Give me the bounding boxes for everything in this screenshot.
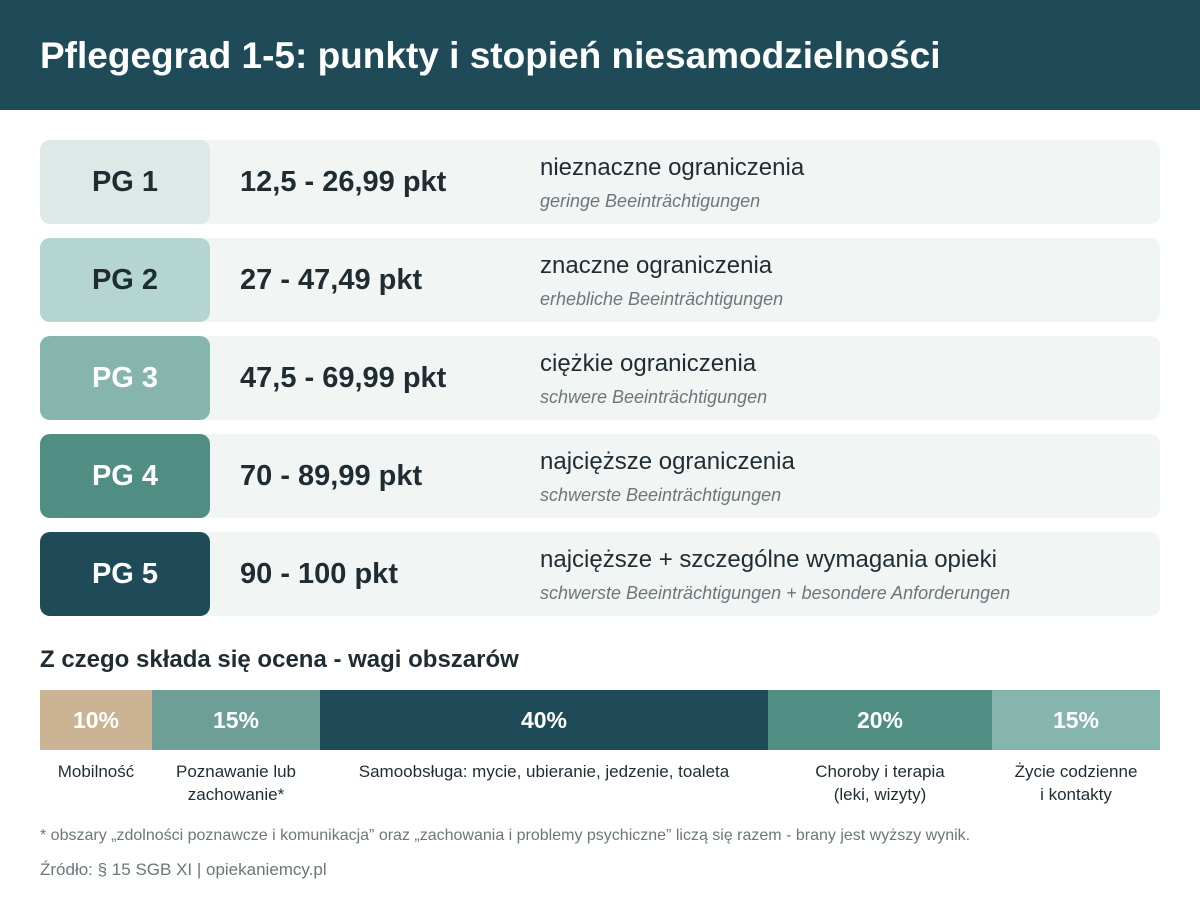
- weight-segment: 10%: [40, 690, 152, 750]
- grade-description-pl: najcięższe ograniczenia: [540, 448, 795, 475]
- weight-segment: 40%: [320, 690, 768, 750]
- grade-description-de: schwere Beeinträchtigungen: [540, 387, 768, 407]
- grade-points: 47,5 - 69,99 pkt: [240, 362, 447, 394]
- weight-segment-label: Poznawanie lub zachowanie*: [36, 760, 436, 806]
- grade-badge: PG 4: [40, 434, 210, 518]
- grade-points: 27 - 47,49 pkt: [240, 264, 423, 296]
- weight-segment-label-line: Mobilność: [57, 762, 135, 781]
- weight-segment-label: Choroby i terapia (leki, wizyty): [680, 760, 1080, 806]
- grade-badge: PG 2: [40, 238, 210, 322]
- weight-segment-label: Samoobsługa: mycie, ubieranie, jedzenie,…: [344, 760, 744, 783]
- page-title: Pflegegrad 1-5: punkty i stopień niesamo…: [40, 35, 941, 76]
- weight-segment-label-line: Poznawanie lub: [175, 762, 297, 781]
- grade-points: 70 - 89,99 pkt: [240, 460, 423, 492]
- weights-bar: 10% 15% 40% 20% 15%: [40, 690, 1160, 750]
- weights-section-title: Z czego składa się ocena - wagi obszarów: [40, 646, 519, 673]
- grade-row: PG 4 70 - 89,99 pkt najcięższe ograniczeni…: [40, 434, 1160, 518]
- weight-segment-label: Mobilność: [0, 760, 296, 783]
- weight-segment: 15%: [992, 690, 1160, 750]
- weight-segment: 20%: [768, 690, 992, 750]
- grade-description-de: erhebliche Beeinträchtigungen: [540, 289, 784, 309]
- footnote: * obszary „zdolności poznawcze i komunik…: [40, 827, 971, 844]
- grade-description-pl: znaczne ograniczenia: [540, 252, 773, 279]
- grade-points: 12,5 - 26,99 pkt: [240, 166, 447, 198]
- weight-segment-label-line: Samoobsługa: mycie, ubieranie, jedzenie,…: [358, 762, 730, 781]
- grade-row: PG 5 90 - 100 pkt najcięższe + szczególne …: [40, 532, 1160, 616]
- grade-badge: PG 3: [40, 336, 210, 420]
- weight-segment-label: Życie codzienne i kontakty: [876, 760, 1200, 806]
- weight-segment-label-line: Życie codzienne: [1014, 762, 1138, 781]
- grade-badge: PG 1: [40, 140, 210, 224]
- grade-row: PG 1 12,5 - 26,99 pkt nieznaczne ogranicze…: [40, 140, 1160, 224]
- grade-description-de: schwerste Beeinträchtigungen + besondere…: [540, 583, 1011, 603]
- grade-description-de: schwerste Beeinträchtigungen: [540, 485, 782, 505]
- source-note: Źródło: § 15 SGB XI | opiekaniemcy.pl: [40, 860, 327, 879]
- grade-description-de: geringe Beeinträchtigungen: [540, 191, 761, 211]
- grade-description-pl: najcięższe + szczególne wymagania opieki: [540, 546, 997, 573]
- grade-points: 90 - 100 pkt: [240, 558, 398, 590]
- weight-segment-label-line: Choroby i terapia: [815, 762, 945, 781]
- weight-segment-label-line: (leki, wizyty): [833, 785, 927, 804]
- grade-description-pl: ciężkie ograniczenia: [540, 350, 757, 377]
- weight-segment-label-line: i kontakty: [1040, 785, 1112, 804]
- weight-segment: 15%: [152, 690, 320, 750]
- weight-segment-label-line: zachowanie*: [187, 785, 285, 804]
- grade-badge: PG 5: [40, 532, 210, 616]
- grade-description-pl: nieznaczne ograniczenia: [540, 154, 805, 181]
- grade-row: PG 3 47,5 - 69,99 pkt ciężkie ograniczenia…: [40, 336, 1160, 420]
- header-banner: Pflegegrad 1-5: punkty i stopień niesamo…: [0, 0, 1200, 110]
- grade-row: PG 2 27 - 47,49 pkt znaczne ograniczenia er…: [40, 238, 1160, 322]
